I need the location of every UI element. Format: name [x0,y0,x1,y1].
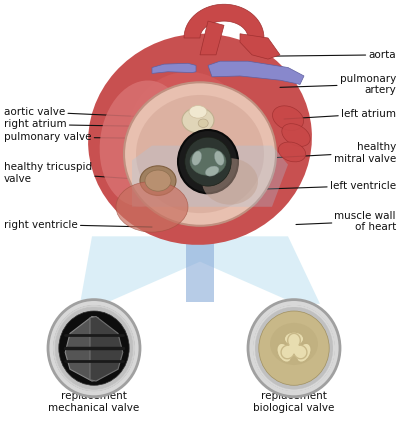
Ellipse shape [284,332,304,346]
Ellipse shape [202,158,258,205]
Point [120,333,125,338]
Text: aorta: aorta [272,50,396,60]
Ellipse shape [145,170,171,191]
Point [63,333,68,338]
Polygon shape [184,4,264,38]
Point [63,346,68,351]
Ellipse shape [189,106,207,118]
Text: left atrium: left atrium [284,109,396,119]
Text: pulmonary valve: pulmonary valve [4,132,156,142]
Polygon shape [90,316,123,381]
Polygon shape [240,34,280,59]
Text: right ventricle: right ventricle [4,219,152,230]
Circle shape [185,137,231,186]
Text: aortic valve: aortic valve [4,107,176,118]
Text: right atrium: right atrium [4,119,160,130]
Ellipse shape [100,81,188,206]
Circle shape [178,130,238,193]
Ellipse shape [192,151,202,165]
Circle shape [59,311,129,385]
Ellipse shape [136,95,264,213]
Ellipse shape [190,148,226,176]
Circle shape [54,306,134,390]
Point [63,358,68,363]
Circle shape [248,300,340,397]
Text: healthy tricuspid
valve: healthy tricuspid valve [4,162,160,184]
Ellipse shape [272,106,304,130]
Polygon shape [152,63,196,73]
Circle shape [259,311,329,385]
FancyBboxPatch shape [186,234,214,302]
Ellipse shape [296,344,311,362]
Point [120,358,125,363]
Ellipse shape [198,119,208,127]
Polygon shape [65,316,98,381]
Ellipse shape [124,82,276,226]
Circle shape [48,300,140,397]
Polygon shape [200,21,224,55]
Ellipse shape [278,142,306,162]
Text: muscle wall
of heart: muscle wall of heart [296,211,396,233]
Ellipse shape [88,34,312,245]
Polygon shape [80,236,320,304]
Ellipse shape [282,124,310,146]
Text: healthy
mitral valve: healthy mitral valve [240,142,396,164]
Polygon shape [281,333,307,359]
Ellipse shape [140,166,176,195]
Polygon shape [132,146,288,207]
Ellipse shape [182,108,214,133]
Ellipse shape [128,72,248,198]
Ellipse shape [277,344,292,362]
Text: pulmonary
artery: pulmonary artery [280,73,396,95]
Text: replacement
biological valve: replacement biological valve [253,391,335,413]
Circle shape [254,306,334,390]
Ellipse shape [270,323,318,365]
Text: left ventricle: left ventricle [264,181,396,191]
Ellipse shape [116,181,188,232]
Text: replacement
mechanical valve: replacement mechanical valve [48,391,140,413]
Ellipse shape [205,166,219,176]
Point [120,346,125,351]
Polygon shape [208,61,304,84]
Ellipse shape [214,151,224,165]
